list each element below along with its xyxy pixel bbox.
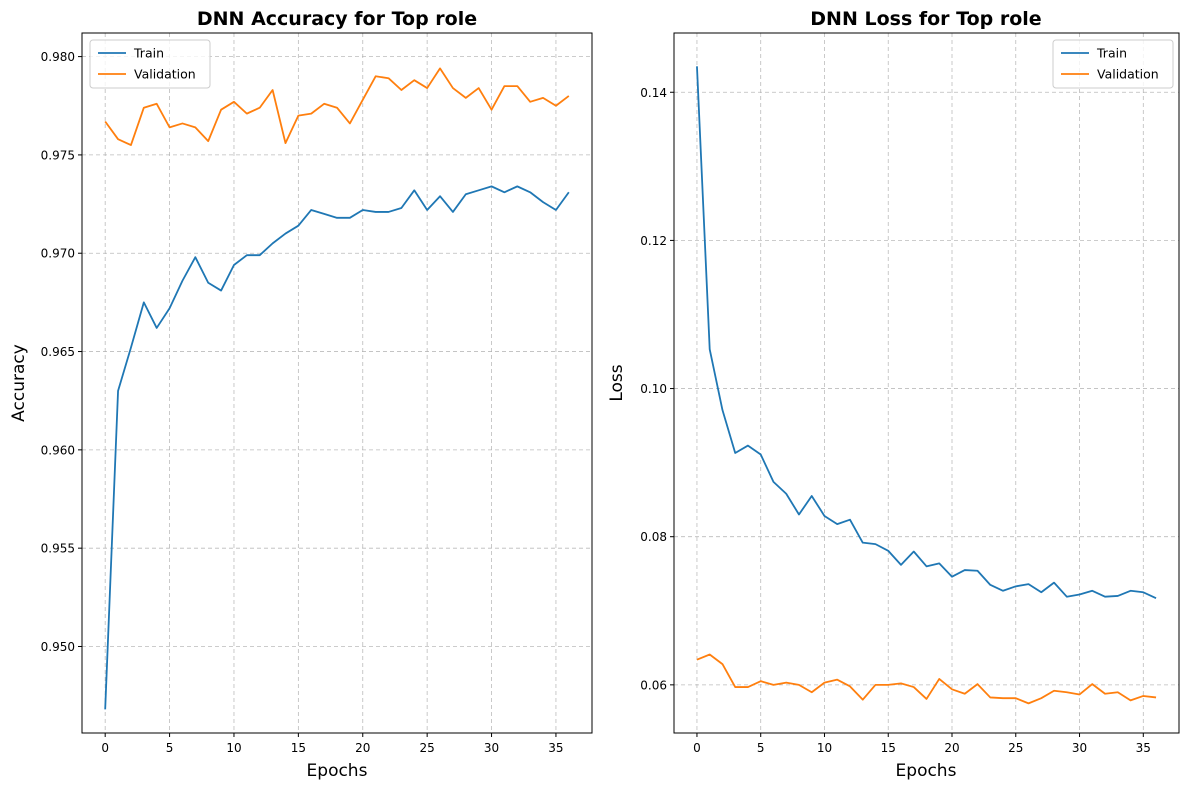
loss-y-tick-label: 0.12 [640, 234, 667, 248]
loss-validation-line [696, 653, 1157, 705]
loss-train-line [696, 66, 1157, 600]
accuracy-y-tick-label: 0.950 [41, 640, 75, 654]
loss-series [696, 66, 1157, 705]
accuracy-x-tick-label: 10 [226, 741, 241, 755]
accuracy-y-tick-label: 0.960 [41, 443, 75, 457]
loss-grid [674, 33, 1179, 733]
loss-axes-frame [673, 32, 1180, 734]
accuracy-y-tick-label: 0.970 [41, 247, 75, 261]
loss-chart: 0 5 10 15 20 25 30 35 0.06 0.08 0.10 0.12 0.14 DNN L… [607, 8, 1180, 781]
accuracy-y-tick-label: 0.955 [41, 542, 75, 556]
accuracy-series [104, 67, 570, 710]
accuracy-x-tick-label: 15 [291, 741, 306, 755]
accuracy-x-tick-label: 30 [484, 741, 499, 755]
loss-chart-title: DNN Loss for Top role [810, 8, 1041, 30]
loss-x-tick-label: 20 [944, 741, 959, 755]
loss-x-tick-label: 35 [1136, 741, 1151, 755]
loss-legend-box [1052, 39, 1174, 89]
accuracy-chart: 0 5 10 15 20 25 30 35 0.950 0.955 0.960 0.965 0.970 0… [9, 8, 593, 781]
loss-y-tick-label: 0.10 [640, 382, 667, 396]
accuracy-legend: Train Validation [89, 39, 211, 89]
loss-y-tick-label: 0.14 [640, 86, 667, 100]
loss-y-axis-label: Loss [607, 364, 627, 401]
loss-x-axis-label: Epochs [896, 761, 957, 781]
loss-x-tick-label: 10 [817, 741, 832, 755]
accuracy-x-tick-label: 0 [101, 741, 109, 755]
accuracy-train-line [104, 185, 570, 710]
loss-x-tick-label: 0 [693, 741, 701, 755]
accuracy-axes-frame [81, 32, 593, 734]
accuracy-x-tick-label: 35 [548, 741, 563, 755]
accuracy-x-axis-label: Epochs [307, 761, 368, 781]
accuracy-ticks: 0 5 10 15 20 25 30 35 0.950 0.955 0.960 0.965 0.970 0… [41, 50, 564, 755]
loss-legend: Train Validation [1052, 39, 1174, 89]
loss-plot-area [674, 33, 1179, 733]
loss-x-tick-label: 5 [757, 741, 765, 755]
loss-y-tick-label: 0.06 [640, 678, 667, 692]
accuracy-legend-label: Validation [134, 67, 196, 82]
accuracy-x-tick-label: 5 [166, 741, 174, 755]
accuracy-y-tick-label: 0.980 [41, 50, 75, 64]
loss-y-tick-label: 0.08 [640, 530, 667, 544]
accuracy-y-axis-label: Accuracy [9, 344, 29, 422]
accuracy-x-tick-label: 20 [355, 741, 370, 755]
accuracy-x-tick-label: 25 [420, 741, 435, 755]
loss-ticks: 0 5 10 15 20 25 30 35 0.06 0.08 0.10 0.12 0.14 [640, 86, 1151, 755]
accuracy-grid [82, 33, 592, 733]
accuracy-y-tick-label: 0.965 [41, 345, 75, 359]
accuracy-validation-line [104, 67, 570, 146]
loss-x-tick-label: 30 [1072, 741, 1087, 755]
accuracy-legend-box [89, 39, 211, 89]
accuracy-chart-title: DNN Accuracy for Top role [197, 8, 477, 30]
loss-legend-label: Validation [1097, 67, 1159, 82]
accuracy-y-tick-label: 0.975 [41, 148, 75, 162]
loss-legend-label: Train [1096, 46, 1127, 61]
loss-x-tick-label: 25 [1008, 741, 1023, 755]
accuracy-plot-area [82, 33, 592, 733]
loss-x-tick-label: 15 [881, 741, 896, 755]
accuracy-legend-label: Train [133, 46, 164, 61]
